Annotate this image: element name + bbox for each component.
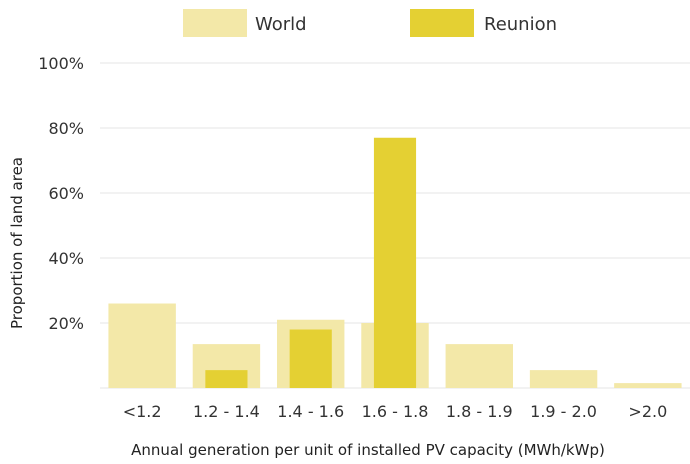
y-tick-label: 100% <box>38 54 84 73</box>
legend-swatch-reunion <box>410 9 474 37</box>
x-axis-title: Annual generation per unit of installed … <box>131 441 605 459</box>
y-tick-label: 20% <box>48 314 84 333</box>
y-tick-label: 80% <box>48 119 84 138</box>
legend-label-world: World <box>255 14 307 35</box>
bar-world <box>530 370 597 388</box>
x-tick-label: 1.8 - 1.9 <box>446 402 513 421</box>
y-tick-label: 60% <box>48 184 84 203</box>
y-tick-label: 40% <box>48 249 84 268</box>
bar-world <box>446 344 513 388</box>
legend-label-reunion: Reunion <box>484 14 557 35</box>
x-tick-label: >2.0 <box>628 402 667 421</box>
bar-reunion <box>374 138 416 388</box>
legend: World Reunion <box>183 9 557 37</box>
y-axis-title: Proportion of land area <box>8 157 26 329</box>
x-axis-ticks: <1.2 1.2 - 1.4 1.4 - 1.6 1.6 - 1.8 1.8 - 1.9… <box>123 402 668 421</box>
x-tick-label: 1.2 - 1.4 <box>193 402 260 421</box>
bar-world <box>108 304 175 389</box>
bar-reunion <box>205 370 247 388</box>
bar-world <box>614 383 681 388</box>
x-tick-label: 1.9 - 2.0 <box>530 402 597 421</box>
bar-reunion <box>290 330 332 389</box>
x-tick-label: 1.6 - 1.8 <box>362 402 429 421</box>
y-axis-ticks: 20% 40% 60% 80% 100% <box>38 54 84 333</box>
x-tick-label: 1.4 - 1.6 <box>277 402 344 421</box>
x-tick-label: <1.2 <box>123 402 162 421</box>
legend-swatch-world <box>183 9 247 37</box>
